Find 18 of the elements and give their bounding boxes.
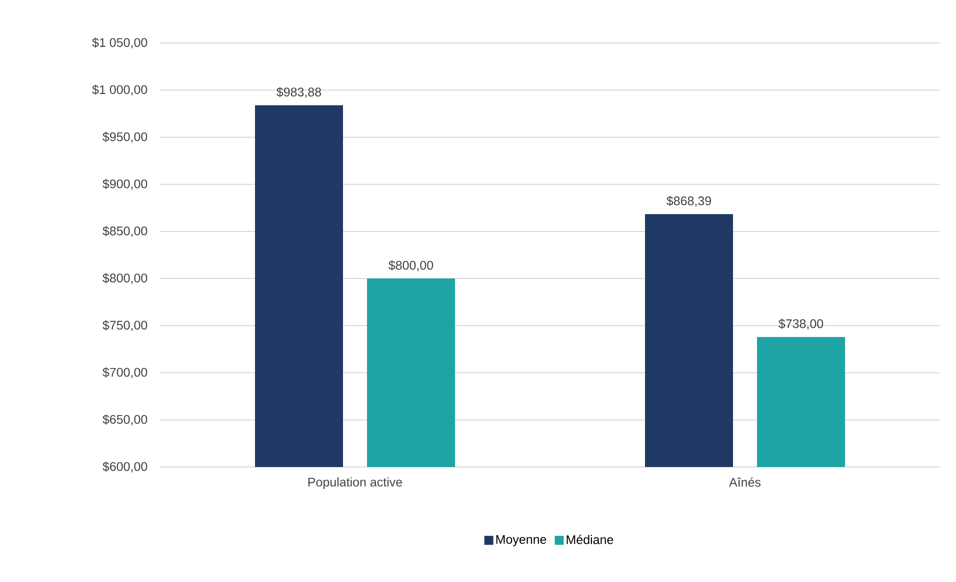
y-tick-label: $900,00 [102, 178, 148, 190]
y-tick-label: $700,00 [102, 367, 148, 378]
y-tick-label: $600,00 [102, 462, 148, 472]
x-tick-label: Population active [308, 477, 402, 490]
legend-label: Médiane [566, 534, 614, 544]
data-label: $738,00 [778, 318, 824, 330]
y-tick-label: $750,00 [102, 320, 148, 332]
y-tick-label: $850,00 [102, 226, 148, 237]
y-tick-label: $800,00 [102, 273, 148, 284]
y-tick-label: $950,00 [102, 132, 148, 143]
data-label: $868,39 [666, 196, 712, 207]
legend-label: Moyenne [496, 535, 546, 546]
y-tick-label: $1 050,00 [92, 38, 148, 48]
x-tick-label: Aînés [729, 477, 761, 487]
data-label: $983,88 [276, 87, 322, 98]
y-tick-label: $650,00 [102, 414, 148, 426]
data-label: $800,00 [388, 260, 434, 272]
y-tick-label: $1 000,00 [92, 84, 148, 96]
